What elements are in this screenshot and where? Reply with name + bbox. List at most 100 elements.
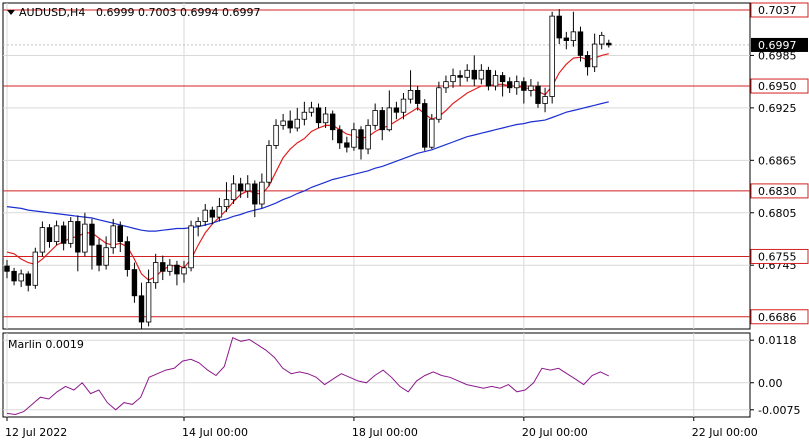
level-label-box [750,309,809,325]
candle-body [145,282,152,323]
candle-body [400,98,407,113]
x-tick-label: 20 Jul 00:00 [522,426,588,439]
candle-body [407,89,414,100]
candle-body [457,75,463,78]
candle-body [230,183,237,201]
oscillator-line [6,337,610,416]
level-label: 0.6686 [758,311,797,324]
candle-body [245,183,251,192]
candle-body [82,223,88,253]
candle-body [308,107,315,113]
candle-body [542,96,548,104]
candle-body [266,145,272,183]
candle-body [514,81,520,89]
current-price-label: 0.6997 [758,39,797,52]
candle-body [117,225,123,243]
oscillator-panel-frame [2,332,751,418]
candle-body [138,295,145,323]
candle-body [436,87,442,120]
candle-body [188,225,194,269]
candle-body [535,85,541,104]
candle-body [443,81,449,89]
candlesticks [4,9,612,329]
time-axis: 12 Jul 2022 14 Jul 00:00 18 Jul 00:00 20 Ju… [5,417,758,439]
y-tick-label: 0.6805 [758,207,797,220]
candle-body [4,265,10,272]
candle-body [577,31,584,56]
candle-body [563,37,570,41]
candle-body [599,34,605,45]
symbol-label: AUDUSD,H4 [19,6,85,19]
candle-body [167,264,173,272]
candle-body [280,120,286,126]
x-tick-label: 14 Jul 00:00 [182,426,248,439]
candle-body [521,81,527,91]
y-tick-label: 0.6925 [758,102,797,115]
candle-body [471,69,477,80]
candle-body [174,264,180,275]
candle-body [606,42,612,46]
candle-body [379,110,385,131]
price-axis: 0.69850.69250.68650.68050.67450.01180.00… [750,2,809,417]
candle-body [464,69,470,78]
dropdown-triangle-icon[interactable] [7,10,15,15]
candle-body [237,183,244,192]
level-label: 0.6755 [758,250,797,263]
level-label-box [750,248,809,264]
candle-body [499,75,506,83]
candle-body [393,107,400,113]
candle-body [528,85,534,91]
price-panel-frame [2,2,751,330]
candle-body [337,129,343,144]
candle-body [365,124,371,150]
candle-body [584,55,591,68]
candle-body [25,273,31,286]
candle-body [315,107,322,124]
candle-body [506,81,513,89]
oscillator-title: Marlin 0.0019 [8,338,84,351]
candle-body [96,244,102,266]
level-label: 0.7037 [758,4,797,17]
candle-body [273,124,279,146]
x-tick-label: 18 Jul 00:00 [352,426,418,439]
candle-body [11,270,17,282]
candle-body [329,113,336,131]
candle-body [18,273,24,282]
oscillator-tick-label: 0.0118 [758,334,797,347]
candle-body [39,227,46,253]
candle-body [351,129,357,148]
candle-body [556,15,562,39]
candle-body [485,69,492,87]
level-label-box [750,2,809,18]
candle-body [131,269,138,297]
oscillator-tick-label: -0.0075 [758,404,800,417]
candle-body [110,225,116,249]
y-tick-label: 0.6865 [758,154,797,167]
oscillator-series-line [6,337,610,416]
candle-body [591,43,598,68]
candle-body [53,225,60,243]
candle-body [414,89,421,104]
oscillator-tick-label: 0.00 [758,377,783,390]
candle-body [358,129,364,150]
level-label: 0.6950 [758,80,797,93]
candle-body [152,262,159,284]
candle-body [344,142,350,148]
candle-body [75,221,81,253]
candle-body [60,225,67,244]
candle-body [372,110,378,126]
ohlc-readout: 0.6999 0.7003 0.6994 0.6997 [96,6,260,19]
candle-body [259,181,265,205]
candle-body [216,206,223,218]
candle-body [252,183,258,205]
candle-body [195,221,201,227]
moving-average-line [6,101,609,232]
candle-body [68,221,74,244]
candle-body [124,241,131,270]
oscillator-gridlines [3,333,750,417]
candle-body [209,209,216,218]
candle-body [294,118,300,129]
candle-body [422,103,428,148]
candle-body [549,15,555,97]
current-price-tag [751,37,808,52]
